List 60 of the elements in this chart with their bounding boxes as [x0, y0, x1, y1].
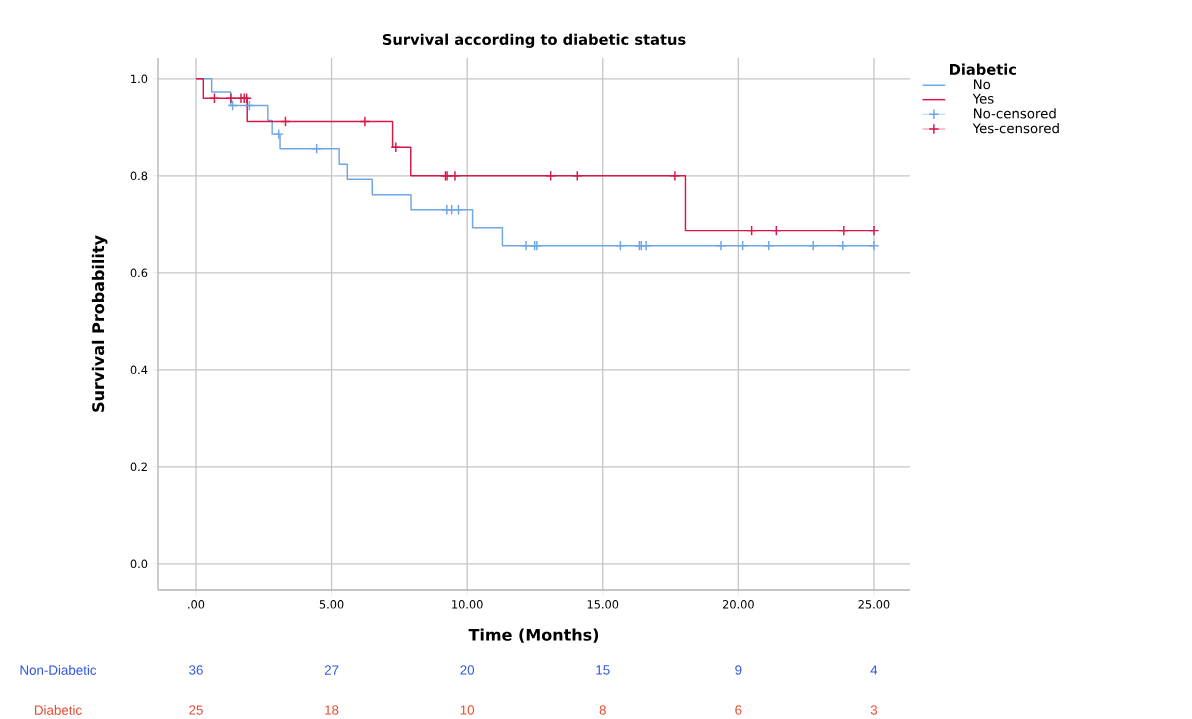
x-tick-label: 5.00: [319, 599, 344, 609]
y-tick-label: 0.8: [130, 171, 148, 180]
y-tick-label: 0.0: [130, 559, 148, 568]
point: [227, 99, 238, 111]
point: [669, 170, 681, 182]
x-tick-label: 25.00: [858, 599, 890, 609]
x-axis-title: Time (Months): [468, 628, 599, 643]
point: [571, 170, 583, 182]
text: 9: [735, 665, 742, 675]
x-tick-label: 10.00: [452, 599, 483, 609]
point: [359, 115, 371, 127]
legend-label: Yes-censored: [972, 122, 1059, 134]
point: [545, 170, 557, 182]
point: [311, 143, 323, 154]
text: Non-Diabetic: [20, 664, 97, 675]
y-tick-label: 0.2: [130, 462, 147, 471]
point: [209, 92, 220, 104]
point: [763, 240, 775, 251]
y-tick-label: 0.6: [130, 268, 148, 277]
y-tick-label: 1.0: [131, 74, 148, 83]
text: 6: [735, 705, 742, 715]
point: [715, 240, 727, 251]
legend-label: No-censored: [974, 108, 1056, 119]
point: [807, 240, 819, 251]
point: [746, 225, 758, 236]
point: [770, 225, 782, 236]
text: Diabetic: [35, 704, 82, 715]
point: [390, 141, 402, 153]
text: 18: [325, 705, 339, 715]
point: [868, 240, 880, 251]
point: [520, 240, 532, 251]
text: 4: [870, 665, 878, 675]
chart-title: Survival according to diabetic status: [382, 33, 686, 48]
point: [453, 204, 464, 216]
point: [449, 170, 461, 182]
text: 27: [324, 665, 339, 675]
y-axis-title: Survival Probability: [91, 235, 108, 412]
point: [273, 128, 285, 140]
point: [280, 115, 291, 127]
text: 25: [189, 705, 203, 715]
y-tick-label: 0.4: [130, 365, 148, 374]
text: 3: [870, 705, 878, 715]
point: [868, 225, 880, 236]
legend-title: Diabetic: [950, 63, 1016, 75]
point: [838, 225, 850, 236]
point: [837, 240, 849, 251]
x-tick-label: 20.00: [722, 599, 754, 609]
x-tick-label: 15.00: [587, 599, 619, 609]
legend-label: No: [974, 79, 991, 90]
text: 8: [599, 705, 606, 715]
text: 15: [596, 665, 610, 675]
text: 20: [460, 665, 475, 675]
point: [225, 92, 237, 104]
text: 10: [460, 705, 475, 715]
x-tick-label: .00: [188, 599, 205, 609]
point: [614, 240, 626, 251]
point: [737, 240, 749, 251]
text: 36: [189, 665, 203, 675]
legend-label: Yes: [972, 93, 994, 104]
point: [243, 99, 255, 111]
